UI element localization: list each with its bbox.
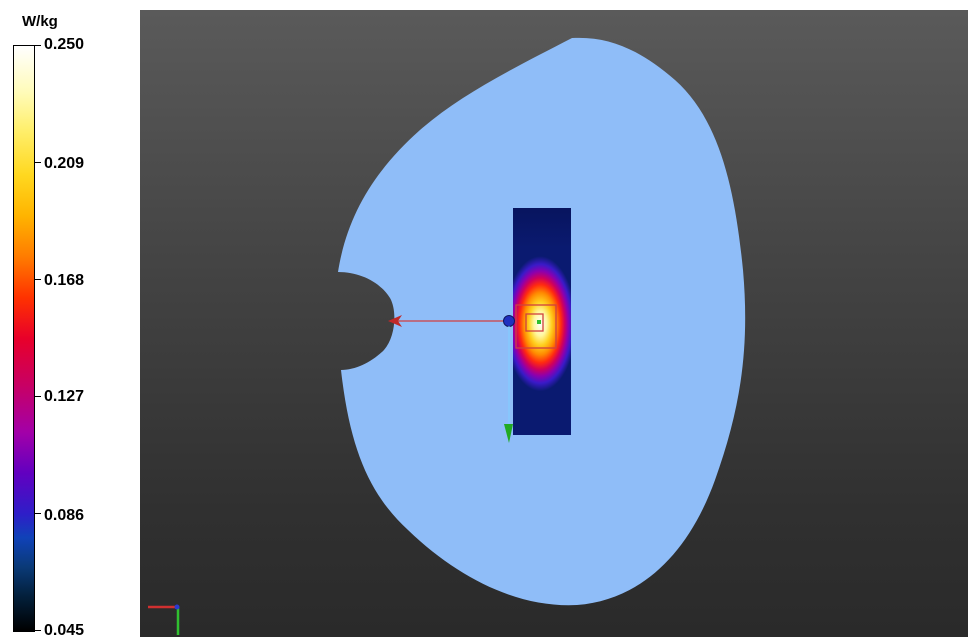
legend-tick-mark [34,45,41,46]
scene-canvas[interactable] [140,10,968,637]
legend-tick-label: 0.168 [44,272,85,289]
peak-point-marker [537,320,541,324]
legend-tick-label-max: 0.250 [44,36,85,53]
zoom-scan-box[interactable] [525,313,544,332]
area-scan-box[interactable] [515,304,557,349]
legend-tick-label: 0.086 [44,507,85,524]
legend-tick-mark [34,279,41,280]
3d-viewport[interactable] [140,10,968,637]
blue-dot-icon[interactable] [503,315,515,327]
legend-color-bar [13,45,35,632]
legend-tick-mark [34,630,41,631]
legend-tick-label: 0.127 [44,388,85,405]
probe-arrowhead-icon [388,315,402,327]
legend-tick-label-min: 0.045 [44,622,85,637]
color-legend-panel: W/kg 0.250 0.209 0.168 0.127 0.086 0.045 [0,0,140,637]
probe-vertical-arrow-icon [504,424,513,443]
axis-triad-icon [148,604,180,635]
legend-tick-mark [34,162,41,163]
sar-distribution-map[interactable] [513,208,571,435]
legend-tick-mark [34,513,41,514]
legend-unit-label: W/kg [22,13,58,30]
legend-tick-label: 0.209 [44,155,85,172]
legend-tick-mark [34,396,41,397]
